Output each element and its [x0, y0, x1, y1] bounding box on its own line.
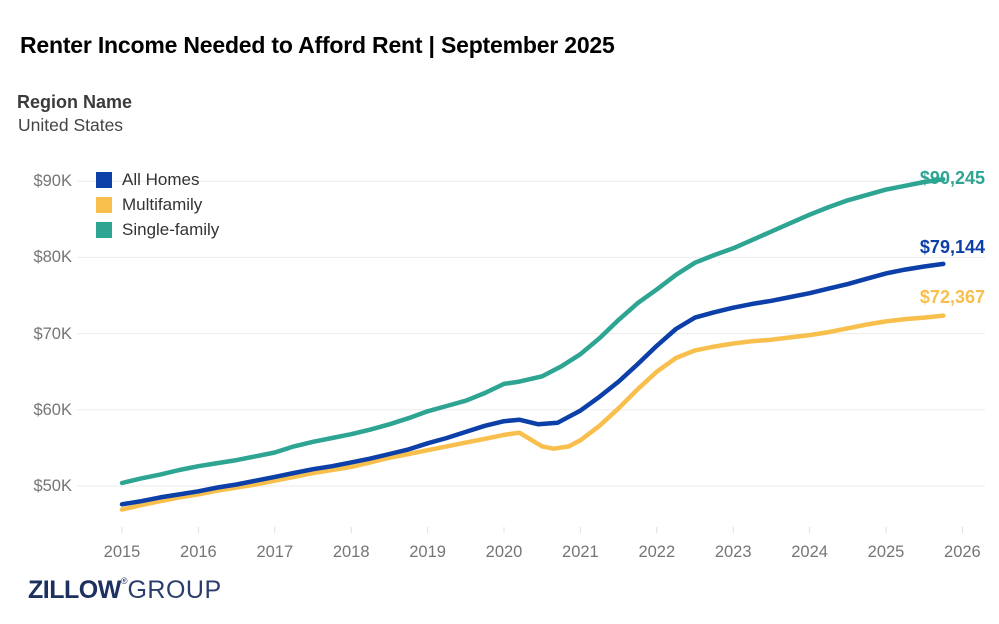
legend-item-multifamily: Multifamily: [96, 192, 219, 217]
y-tick-label: $80K: [33, 248, 72, 267]
x-tick-label: 2022: [638, 543, 676, 561]
series-end-label-all-homes: $79,144: [919, 236, 985, 257]
logo-zillow-text: ZILLOW: [28, 576, 121, 604]
x-tick-label: 2018: [332, 543, 370, 561]
registered-trademark-icon: ®: [120, 576, 128, 586]
x-tick-label: 2015: [103, 543, 141, 561]
chart-title: Renter Income Needed to Afford Rent | Se…: [20, 32, 615, 58]
legend-label: Multifamily: [122, 194, 203, 214]
legend-swatch-icon: [96, 196, 112, 213]
x-tick-label: 2020: [485, 543, 523, 561]
x-tick-label: 2021: [562, 543, 599, 561]
logo-group-text: GROUP: [127, 576, 222, 604]
series-end-label-single-family: $90,245: [919, 168, 985, 189]
series-line-single-family: [119, 177, 946, 486]
y-tick-label: $90K: [33, 172, 72, 191]
region-value: United States: [18, 115, 124, 135]
x-tick-label: 2025: [867, 543, 905, 561]
x-tick-label: 2024: [791, 543, 828, 561]
x-tick-label: 2026: [944, 543, 981, 561]
legend-swatch-icon: [96, 221, 112, 238]
y-tick-label: $70K: [33, 324, 72, 343]
x-tick-label: 2019: [409, 543, 446, 561]
y-tick-label: $60K: [33, 400, 72, 419]
chart-legend: All Homes Multifamily Single-family: [96, 167, 219, 242]
region-name-label: Region Name: [17, 92, 133, 112]
x-tick-label: 2023: [714, 543, 752, 561]
legend-label: Single-family: [122, 219, 220, 239]
x-tick-label: 2016: [180, 543, 217, 561]
x-tick-label: 2017: [256, 543, 294, 561]
y-tick-label: $50K: [33, 477, 72, 495]
zillow-group-logo: ZILLOW®GROUP: [28, 576, 222, 605]
legend-item-single-family: Single-family: [96, 217, 219, 242]
series-end-label-multifamily: $72,367: [919, 286, 985, 307]
legend-swatch-icon: [96, 171, 112, 188]
series-line-multifamily: [119, 313, 946, 512]
legend-item-all-homes: All Homes: [96, 167, 219, 192]
legend-label: All Homes: [122, 169, 200, 189]
series-line-all-homes: [119, 261, 946, 507]
